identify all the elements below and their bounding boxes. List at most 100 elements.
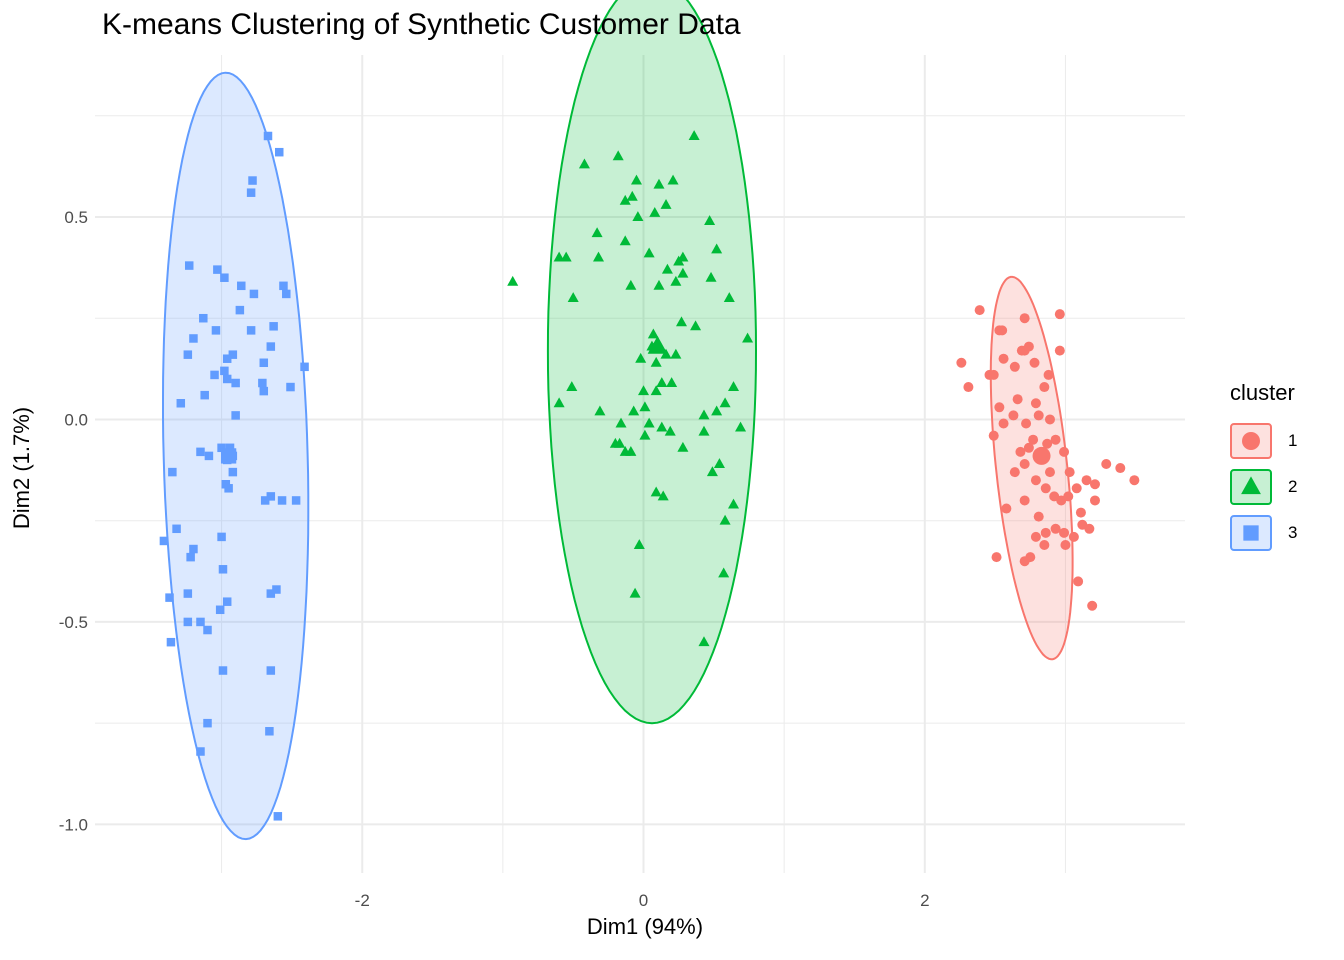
cluster-3-point [203,625,212,635]
cluster-1-centroid [1032,446,1051,465]
data-points [159,130,1140,821]
cluster-3-point [196,447,205,457]
legend-key-square-icon [1230,515,1272,551]
legend-title: cluster [1230,380,1295,405]
cluster-1-point [1044,467,1055,478]
cluster-1-point [1063,491,1074,502]
cluster-1-point [1050,434,1061,445]
cluster-3-point [260,496,270,505]
cluster-1-point [1044,414,1055,425]
cluster-3-point [218,666,228,675]
cluster-1-point [1023,341,1034,352]
cluster-2-point [653,279,665,290]
cluster-3-point [269,322,278,331]
cluster-1-point [1008,410,1019,421]
cluster-1-point [956,357,967,368]
cluster-3-point [168,467,177,477]
cluster-1-point [1084,523,1095,534]
cluster-2-point [594,405,606,416]
cluster-2-point [553,251,565,262]
cluster-2-point [650,356,662,367]
cluster-2-point [626,190,638,201]
cluster-2-point [673,255,685,266]
cluster-3-point [222,354,232,363]
y-tick-label: -1.0 [59,815,88,834]
cluster-3-point [217,532,226,542]
cluster-1-point [1129,475,1140,486]
cluster-3-point [218,565,228,574]
cluster-1-point [1015,446,1026,457]
cluster-2-point [619,194,631,205]
cluster-2-point [643,417,655,428]
cluster-1-point [1009,467,1020,478]
cluster-2-point [705,271,717,282]
cluster-1-point [1060,539,1071,550]
cluster-3-point [215,605,225,615]
cluster-1-point [974,305,985,316]
cluster-1-point [1028,434,1039,445]
cluster-2-point [742,332,754,343]
cluster-2-point [507,275,519,286]
cluster-3-point [210,370,219,380]
legend-key-circle-icon [1230,423,1272,459]
cluster-3-point [246,326,256,335]
cluster-2-point [578,158,590,169]
legend-item-1: 1 [1230,423,1330,459]
cluster-2-point [666,377,678,387]
cluster-3-point [231,411,240,420]
cluster-1-point [988,430,999,441]
cluster-2-point [677,267,689,278]
cluster-3-point [228,467,238,477]
cluster-1-point [1081,475,1092,486]
cluster-2-point [612,150,624,161]
cluster-3-point [266,342,276,351]
cluster-2-point [567,292,579,302]
cluster-2-point [664,425,676,436]
cluster-3-point [224,484,233,493]
cluster-1-point [997,325,1008,336]
cluster-2-point [566,381,578,392]
legend-item-3: 3 [1230,515,1330,551]
cluster-1-point [1054,345,1065,356]
y-tick-label: 0.5 [64,208,88,227]
cluster-2-point [649,207,661,217]
x-axis-ticks: -2 0 2 [355,891,930,910]
cluster-3-point [204,451,214,461]
cluster-3-point [200,390,209,400]
cluster-3-centroid [220,448,237,464]
cluster-3-point [176,399,186,408]
cluster-1-point [991,552,1002,563]
legend-key-marker [1242,432,1260,450]
cluster-2-point [728,381,740,392]
cluster-2-point [619,235,631,246]
cluster-2-point [656,377,668,387]
cluster-3-point [266,492,276,501]
cluster-3-point [220,366,229,376]
cluster-2-point [657,490,669,501]
legend-label: 2 [1288,477,1298,496]
cluster-3-point [186,552,195,562]
cluster-3-point [213,265,222,274]
cluster-1-point [1040,527,1051,538]
y-axis-label: Dim2 (1.7%) [9,406,34,530]
cluster-1-point [1075,507,1086,518]
cluster-3-point [266,666,276,675]
cluster-3-point [196,617,205,627]
cluster-2-point [647,328,659,339]
cluster-1-point [1019,459,1030,469]
cluster-1-point [1012,394,1023,405]
cluster-3-point [273,812,283,821]
y-tick-label: -0.5 [59,613,88,632]
cluster-3-point [222,597,232,606]
cluster-1-point [1050,523,1061,534]
cluster-centroids [220,335,1051,465]
cluster-1-point [1087,600,1098,611]
cluster-1-point [1039,382,1050,393]
cluster-2-point [650,385,662,396]
cluster-1-point [1101,459,1112,469]
cluster-1-point [1023,442,1034,453]
cluster-2-centroid [647,335,668,354]
cluster-2-ellipse [546,0,758,725]
cluster-1-point [1089,495,1100,506]
cluster-3-point [159,536,169,546]
